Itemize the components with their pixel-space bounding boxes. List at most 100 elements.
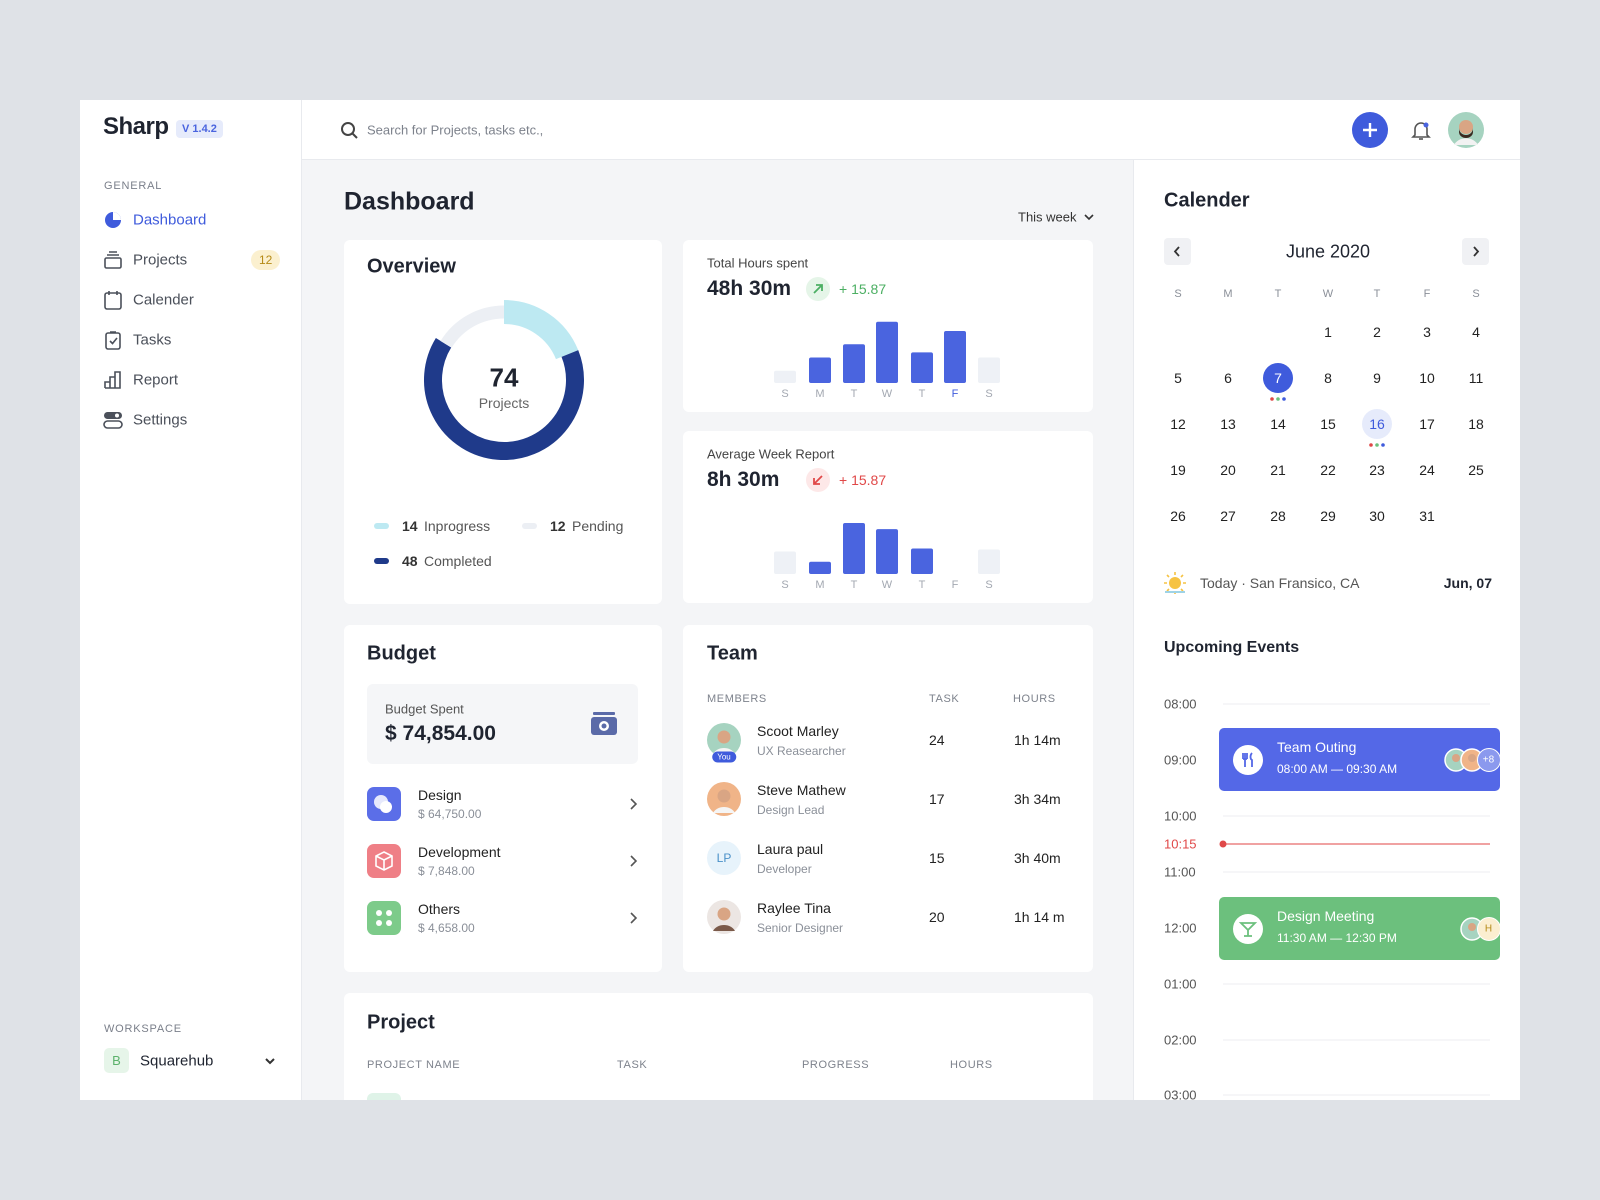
event-card[interactable]: Team Outing 08:00 AM — 09:30 AM +8 <box>1219 728 1501 791</box>
budget-item[interactable]: Development $ 7,848.00 <box>367 842 642 880</box>
calendar-day[interactable]: 17 <box>1419 416 1435 432</box>
calendar-day[interactable]: 4 <box>1472 324 1480 340</box>
calendar-day[interactable]: 26 <box>1170 508 1186 524</box>
member-hours: 1h 14m <box>1014 732 1061 748</box>
legend-value: 48 <box>402 553 418 569</box>
member-name: Raylee Tina <box>757 900 831 916</box>
event-dot <box>1276 397 1280 401</box>
calendar-day[interactable]: 6 <box>1224 370 1232 386</box>
bar <box>809 357 831 383</box>
chevron <box>630 798 638 810</box>
calendar-day[interactable]: 9 <box>1373 370 1381 386</box>
card-title: Project <box>367 1011 435 1034</box>
logo: Sharp <box>103 113 169 140</box>
donut-chart <box>424 300 584 460</box>
project-card: Project PROJECT NAME TASK PROGRESS HOURS <box>344 993 1093 1100</box>
member-avatar <box>707 900 741 934</box>
x-tick-label: S <box>985 579 992 591</box>
calendar-day[interactable]: 11 <box>1468 370 1484 386</box>
attendee-face <box>1468 923 1476 931</box>
project-icon <box>367 1093 401 1100</box>
avatar-face <box>717 789 731 803</box>
event-dot <box>1375 443 1379 447</box>
calendar-day[interactable]: 30 <box>1369 508 1385 524</box>
trend-value: + 15.87 <box>839 472 887 488</box>
member-role: Design Lead <box>757 803 825 817</box>
bar <box>911 548 933 574</box>
nav-item[interactable]: Dashboard <box>80 202 302 238</box>
icon-shape <box>105 332 121 350</box>
calendar-day[interactable]: 16 <box>1369 416 1385 432</box>
column-header: TASK <box>929 693 960 705</box>
calendar-day[interactable]: 3 <box>1423 324 1431 340</box>
event-title: Design Meeting <box>1277 908 1375 924</box>
calendar-day[interactable]: 2 <box>1373 324 1381 340</box>
calendar-day[interactable]: 13 <box>1220 416 1236 432</box>
trend-value: + 15.87 <box>839 281 887 297</box>
event-card[interactable]: Design Meeting 11:30 AM — 12:30 PM H <box>1219 897 1501 960</box>
next-month-button[interactable] <box>1462 238 1489 265</box>
calendar-day[interactable]: 31 <box>1419 508 1435 524</box>
calendar-day[interactable]: 21 <box>1270 462 1286 478</box>
calendar-day[interactable]: 12 <box>1170 416 1186 432</box>
bar <box>843 523 865 574</box>
budget-item-icon <box>367 787 401 821</box>
x-tick-label: T <box>851 388 858 400</box>
prev-month-button[interactable] <box>1164 238 1191 265</box>
budget-item-amount: $ 64,750.00 <box>418 807 482 821</box>
event-icon <box>1233 745 1263 775</box>
icon-shape <box>103 420 123 429</box>
nav-item[interactable]: Report <box>80 362 302 398</box>
calendar-day[interactable]: 27 <box>1220 508 1236 524</box>
member-name: Steve Mathew <box>757 782 846 798</box>
calendar-day[interactable]: 25 <box>1468 462 1484 478</box>
user-avatar[interactable] <box>1448 112 1484 148</box>
calendar-day[interactable]: 20 <box>1220 462 1236 478</box>
nav-icon <box>104 291 122 310</box>
calendar-day[interactable]: 10 <box>1419 370 1435 386</box>
legend-swatch <box>374 558 389 564</box>
app-window: Sharp V 1.4.2 GENERAL WORKSPACE B Square… <box>80 100 1520 1100</box>
calendar-day[interactable]: 18 <box>1468 416 1484 432</box>
calendar-day[interactable]: 1 <box>1324 324 1332 340</box>
nav-item[interactable]: Tasks <box>80 322 302 358</box>
calendar-day[interactable]: 5 <box>1174 370 1182 386</box>
calendar-day[interactable]: 8 <box>1324 370 1332 386</box>
budget-item-name: Design <box>418 787 462 803</box>
x-tick-label: M <box>815 388 824 400</box>
calendar-day[interactable]: 29 <box>1320 508 1336 524</box>
calendar-day[interactable]: 15 <box>1320 416 1336 432</box>
add-button[interactable] <box>1352 112 1388 148</box>
weekday-label: M <box>1223 288 1233 300</box>
member-tasks: 24 <box>929 732 945 748</box>
column-header: PROJECT NAME <box>367 1059 461 1071</box>
month-label: June 2020 <box>1285 241 1371 262</box>
nav-item[interactable]: Calender <box>80 282 302 318</box>
calendar-day[interactable]: 19 <box>1170 462 1186 478</box>
calendar-day[interactable]: 28 <box>1270 508 1286 524</box>
calendar-day[interactable]: 23 <box>1369 462 1385 478</box>
donut-segment <box>424 338 584 460</box>
avatar-face <box>717 907 731 921</box>
period-filter[interactable]: This week <box>1014 208 1098 226</box>
icon-shape <box>376 920 382 926</box>
calendar-day[interactable]: 22 <box>1320 462 1336 478</box>
x-tick-label: F <box>952 579 959 591</box>
icon-shape <box>104 371 121 389</box>
time-label: 10:00 <box>1164 808 1197 824</box>
notification-icon[interactable] <box>1410 119 1432 141</box>
wallet-icon <box>591 712 617 735</box>
nav-item[interactable]: Projects 12 <box>80 242 302 278</box>
calendar-day[interactable]: 24 <box>1419 462 1435 478</box>
search-input[interactable]: Search for Projects, tasks etc., <box>367 122 544 138</box>
attendee-face <box>1468 754 1476 762</box>
calendar-day[interactable]: 7 <box>1274 370 1282 386</box>
icon-shape <box>115 413 119 418</box>
nav-item[interactable]: Settings <box>80 402 302 438</box>
calendar-day[interactable]: 14 <box>1270 416 1286 432</box>
event-title: Team Outing <box>1277 739 1357 755</box>
workspace-select[interactable]: B Squarehub <box>104 1048 279 1074</box>
budget-item[interactable]: Others $ 4,658.00 <box>367 899 642 937</box>
budget-item[interactable]: Design $ 64,750.00 <box>367 785 642 823</box>
